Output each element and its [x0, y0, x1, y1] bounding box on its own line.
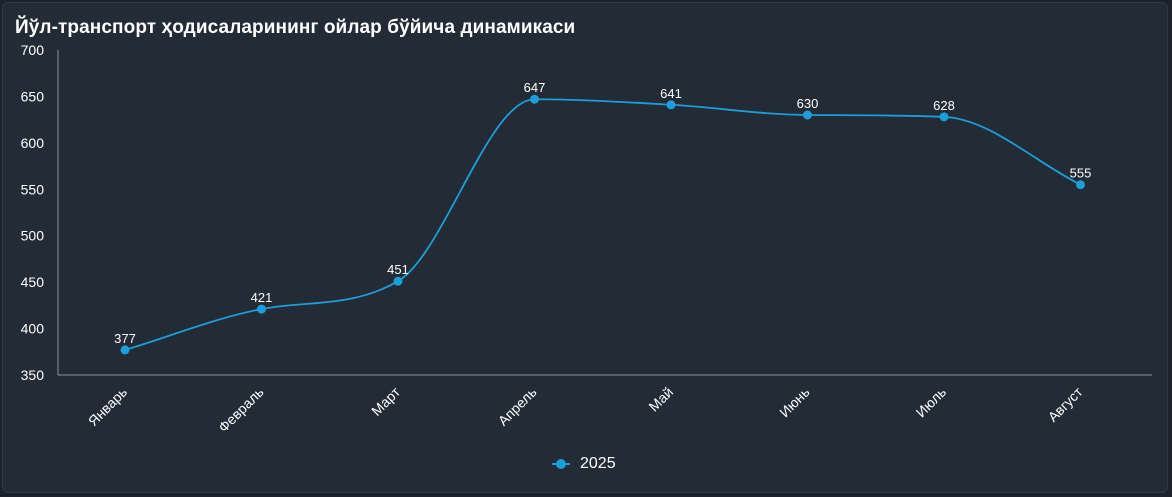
x-tick-label: Январь — [85, 384, 130, 429]
data-label: 377 — [114, 331, 136, 346]
chart-title: Йўл-транспорт ҳодисаларининг ойлар бўйич… — [15, 17, 576, 38]
legend-label-2025: 2025 — [580, 455, 616, 472]
data-label: 451 — [387, 262, 409, 277]
data-label: 421 — [251, 290, 273, 305]
data-label: 641 — [660, 86, 682, 101]
legend[interactable]: 2025 — [552, 453, 616, 475]
data-point[interactable] — [939, 112, 949, 122]
x-tick-label: Апрель — [495, 384, 540, 429]
y-tick-label: 500 — [21, 228, 45, 244]
y-tick-label: 350 — [21, 367, 45, 383]
data-point[interactable] — [666, 100, 676, 110]
y-tick-label: 550 — [21, 181, 45, 197]
data-point[interactable] — [257, 304, 266, 314]
y-tick-label: 600 — [21, 135, 45, 151]
y-tick-label: 400 — [21, 321, 45, 337]
y-tick-label: 650 — [21, 88, 45, 104]
data-point[interactable] — [803, 110, 812, 120]
data-point[interactable] — [530, 94, 539, 104]
y-axis: 350 400 450 500 550 600 650 700 — [21, 42, 59, 383]
x-axis: Январь Февраль Март Апрель Май Июнь Июль Август — [58, 374, 1152, 436]
data-label: 555 — [1070, 166, 1092, 181]
x-tick-label: Июнь — [776, 384, 812, 420]
data-point[interactable] — [393, 276, 403, 286]
series-2025[interactable]: 377 421 451 647 641 630 628 555 — [114, 80, 1092, 355]
x-tick-label: Август — [1045, 383, 1087, 425]
y-tick-label: 450 — [21, 274, 45, 290]
x-tick-label: Февраль — [215, 384, 267, 436]
data-label: 630 — [797, 96, 819, 111]
x-tick-label: Март — [368, 383, 403, 418]
data-label: 628 — [933, 98, 955, 113]
data-point[interactable] — [120, 345, 130, 355]
y-tick-label: 700 — [21, 42, 45, 58]
data-point[interactable] — [1076, 180, 1085, 190]
x-tick-label: Июль — [913, 384, 950, 421]
legend-marker-icon — [552, 458, 570, 470]
series-line — [124, 98, 1081, 351]
data-label: 647 — [524, 80, 546, 95]
x-tick-label: Май — [645, 384, 676, 415]
